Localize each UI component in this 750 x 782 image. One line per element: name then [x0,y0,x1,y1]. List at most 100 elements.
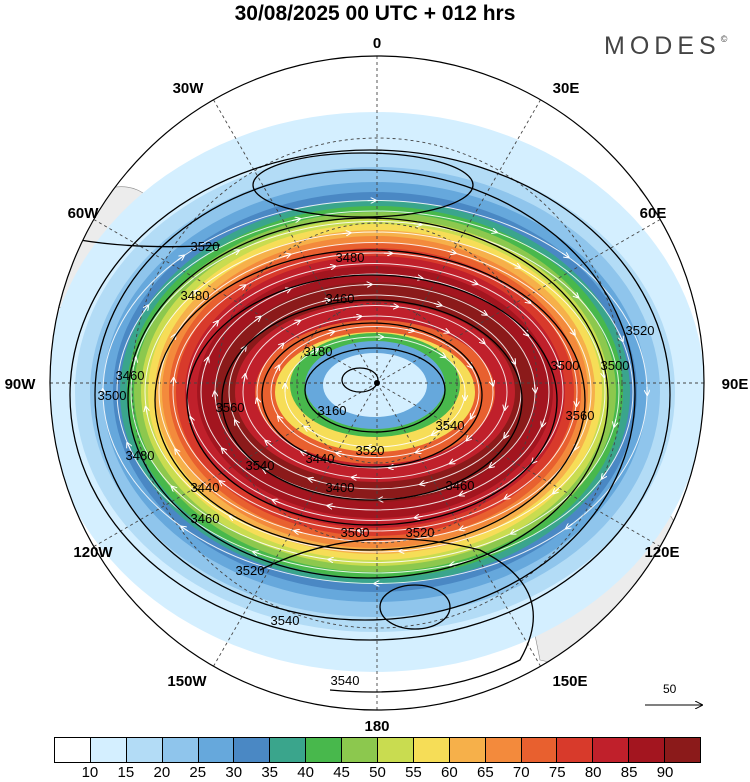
meridian-4 [376,382,661,547]
streamline-11 [130,221,620,563]
colorbar-swatch [521,738,558,762]
streamline-arrow [466,361,472,367]
lon-60w-label: 60W [68,205,100,222]
streamline-arrow [278,416,284,423]
streamline-arrow [614,418,616,427]
vector-scale-label: 50 [663,682,677,696]
colorbar-tick-label: 15 [117,764,135,781]
streamline-arrow [294,531,303,533]
contour-label: 3460 [191,511,220,526]
streamline-arrow [511,356,515,364]
streamline-arrow [276,365,280,373]
colorbar-tick-label: 60 [441,764,458,781]
streamline-arrow [342,233,351,234]
graticule [50,56,704,710]
streamline-arrow [134,357,136,366]
longitude-labels: 0 30E 60E 90E 120E 150E 180 150W 120W 90W 60W 30W [5,35,749,735]
meridian-2 [376,219,661,384]
contour-label: 3520 [626,323,655,338]
map-border [49,55,705,711]
lon-120e-label: 120E [644,544,679,561]
streamline-arrow [305,427,312,431]
streamline-arrow [146,407,148,415]
streamline-arrow [511,530,519,534]
streamline-arrow [212,321,218,328]
streamline-arrow [329,559,337,560]
contour-label: 3560 [566,408,595,423]
colorbar-swatch [593,738,630,762]
colorbar-tick-label: 25 [189,764,207,781]
contour-0 [69,149,671,641]
streamline-arrow [561,253,569,257]
contour-label: 3540 [246,458,275,473]
streamline-arrow [309,479,317,481]
contour-label: 3440 [191,480,220,495]
streamline-3 [242,305,508,479]
contour-label: 3500 [601,358,630,373]
streamline-arrow [127,443,130,451]
colorbar-swatch [629,738,666,762]
colorbar-swatch [234,738,271,762]
colorbar-swatch [485,738,522,762]
streamline-arrow [215,392,216,400]
lon-90e-label: 90E [722,376,749,393]
contour-label: 3540 [436,418,465,433]
streamline-arrow [602,471,607,479]
contour-label: 3500 [551,358,580,373]
contour-label: 3520 [406,525,435,540]
streamline-arrow [441,329,449,332]
streamline-6 [200,273,550,511]
lon-60e-label: 60E [640,205,667,222]
contour-labels: 3520 3480 3480 3500 3180 3460 3460 3160 3500 3560… [98,239,655,688]
meridian-8 [93,382,378,547]
lon-90w-label: 90W [5,376,37,393]
colorbar-tick-label: 45 [333,764,350,781]
streamline-9 [158,242,592,542]
streamline-arrow [352,477,360,478]
streamline-arrow [389,467,397,468]
streamline-arrow [438,353,446,357]
streamline-arrow [450,563,458,565]
colorbar-tick-label: 75 [548,764,566,781]
chart-title: 30/08/2025 00 UTC + 012 hrs [234,2,516,25]
colorbar-tick-label: 20 [153,764,171,781]
contour-4 [186,274,558,526]
colorbar-tick-label: 55 [405,764,422,781]
streamline-arrow [190,291,197,297]
colorbar-tick-label: 85 [620,764,638,781]
colorbar-swatch [306,738,343,762]
streamline-arrow [311,349,318,353]
colorbar-swatch [198,738,235,762]
contour-label: 3480 [181,288,210,303]
streamline-arrow [328,506,336,507]
map-field: 3520 3480 3480 3500 3180 3460 3460 3160 3500 3560… [50,56,704,710]
colorbar-swatch [557,738,594,762]
colorbar-swatch [342,738,379,762]
contour-label: 3180 [304,344,333,359]
streamline-arrow [321,300,330,302]
meridian-11 [213,99,378,384]
contour-label: 3440 [306,451,335,466]
streamline-arrow [175,449,180,457]
contour-label: 3500 [98,388,127,403]
streamline-arrow [257,398,259,407]
streamline-arrow [181,527,189,531]
colorbar-swatch [126,738,163,762]
contour-3 [154,249,586,551]
streamline-arrow [238,285,246,289]
streamline-arrow [415,516,423,517]
streamline-arrow [230,516,238,520]
lon-30w-label: 30W [173,80,205,97]
streamline-arrow [603,369,605,377]
streamline-arrow [206,358,209,366]
contour-label: 3560 [216,400,245,415]
streamline-arrow [459,492,468,495]
streamline-arrow [265,441,272,446]
streamline-arrow [450,460,458,464]
streamline-arrow [447,251,456,253]
streamline-arrow [467,434,473,440]
streamline-arrow [491,377,493,386]
colorbar-swatch [55,738,91,762]
streamline-arrow [413,224,421,225]
contour-label: 3160 [318,403,347,418]
